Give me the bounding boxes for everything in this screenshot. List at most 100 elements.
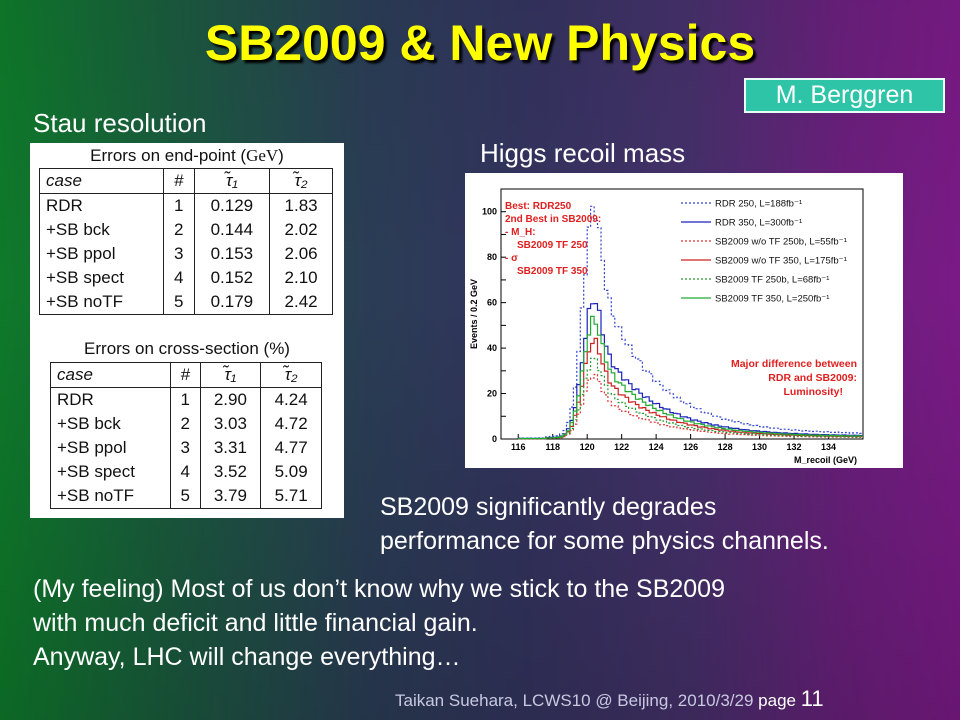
y-tick-label: 20 [487,389,497,399]
opinion-line-1: (My feeling) Most of us don’t know why w… [33,575,725,603]
table-row: +SB noTF 5 3.79 5.71 [50,484,322,509]
x-tick-label: 126 [683,442,698,452]
annotation-left-2: - M_H: [505,227,536,238]
endpoint-error-table: case # τ̃₁ τ̃₂ RDR 1 0.129 1.83 +SB bck 2 0.144 2.… [39,168,333,315]
table1-caption: Errors on end-point (GeV) [90,146,284,165]
legend-label-4: SB2009 TF 250b, L=68fb⁻¹ [715,275,829,286]
legend-label-0: RDR 250, L=188fb⁻¹ [715,199,802,210]
annotation-left-1: 2nd Best in SB2009: [505,214,601,225]
table1-header-1: # [162,168,195,194]
opinion-line-2: with much deficit and little financial g… [33,609,478,637]
table1-cell: +SB spect [39,266,164,290]
author-badge: M. Berggren [744,78,945,113]
table2-header-2: τ̃₁ [199,362,262,388]
legend-label-3: SB2009 w/o TF 350, L=175fb⁻¹ [715,256,847,267]
x-tick-label: 122 [614,442,629,452]
x-tick-label: 134 [821,442,836,452]
y-tick-label: 100 [482,207,497,217]
table1-cell: 0.129 [193,193,271,218]
x-axis-label: M_recoil (GeV) [794,455,857,465]
annotation-left-3: SB2009 TF 250 [517,240,588,251]
table2-cell: 5 [169,484,201,509]
table-row: +SB ppol 3 3.31 4.77 [50,436,322,460]
table2-cell: +SB noTF [50,484,171,509]
table1-cell: 3 [162,242,195,266]
table2-cell: +SB spect [50,460,171,484]
table1-cell: 1.83 [269,193,333,218]
series-line-5 [518,315,863,440]
table-row: RDR 1 2.90 4.24 [50,387,322,412]
table-row: +SB bck 2 3.03 4.72 [50,412,322,436]
table2-cell: RDR [50,387,171,412]
table2-cell: 4.77 [260,436,322,460]
table1-cell: +SB ppol [39,242,164,266]
stau-resolution-label: Stau resolution [33,108,207,138]
page-number: 11 [800,686,824,711]
y-tick-label: 60 [487,298,497,308]
table1-cell: +SB bck [39,218,164,242]
page-label: page [758,691,796,710]
table1-cell: 0.152 [193,266,271,290]
table1-cell: 0.179 [193,290,271,315]
table-row: RDR 1 0.129 1.83 [39,193,333,218]
legend-label-2: SB2009 w/o TF 250b, L=55fb⁻¹ [715,237,847,248]
legend-label-1: RDR 350, L=300fb⁻¹ [715,218,802,229]
series-line-4 [518,357,863,440]
x-tick-label: 118 [545,442,560,452]
series-line-2 [518,373,863,440]
table-row: +SB noTF 5 0.179 2.42 [39,290,333,315]
table2-cell: +SB ppol [50,436,171,460]
table2-cell: 4 [169,460,201,484]
annotation-right-0: Major difference between [731,358,857,370]
conclusion-text: SB2009 significantly degrades performanc… [380,490,829,558]
table1-cell: 2 [162,218,195,242]
table1-cell: 4 [162,266,195,290]
annotation-left-5: SB2009 TF 350 [517,266,588,277]
table-row: +SB spect 4 0.152 2.10 [39,266,333,290]
table2-cell: 3.31 [199,436,262,460]
table2-header-3: τ̃₂ [260,362,322,388]
table2-cell: 5.71 [260,484,322,509]
y-axis-label: Events / 0.2 GeV [469,279,479,349]
table1-cell: 2.06 [269,242,333,266]
table2-cell: 3.03 [199,412,262,436]
annotation-left-4: - σ [505,253,518,264]
table1-header-2: τ̃₁ [193,168,271,194]
table2-header-1: # [169,362,201,388]
y-tick-label: 0 [492,434,497,444]
table2-cell: 1 [169,387,201,412]
annotation-right-2: Luminosity! [784,386,844,398]
conclusion-line-1: SB2009 significantly degrades [380,493,717,521]
footer-credit: Taikan Suehara, LCWS10 @ Beijing, 2010/3… [395,691,754,710]
table2-cell: 4.24 [260,387,322,412]
annotation-left-0: Best: RDR250 [505,201,572,212]
slide-title: SB2009 & New Physics [204,15,756,71]
table1-cell: 5 [162,290,195,315]
x-tick-label: 120 [580,442,595,452]
table1-header-0: case [39,168,164,194]
table2-cell: 3 [169,436,201,460]
table2-header-0: case [50,362,171,388]
table1-cell: 0.153 [193,242,271,266]
y-tick-label: 80 [487,252,497,262]
higgs-recoil-label: Higgs recoil mass [480,138,686,168]
series-line-3 [518,337,863,440]
table-row: +SB bck 2 0.144 2.02 [39,218,333,242]
table1-cell: 0.144 [193,218,271,242]
series-line-0 [518,205,863,439]
table1-cell: 1 [162,193,195,218]
table1-cell: 2.42 [269,290,333,315]
x-tick-label: 124 [649,442,664,452]
table2-cell: 3.52 [199,460,262,484]
x-tick-label: 116 [511,442,526,452]
table-row: +SB ppol 3 0.153 2.06 [39,242,333,266]
table1-cell: 2.02 [269,218,333,242]
table2-cell: 2 [169,412,201,436]
cross-section-error-table: case # τ̃₁ τ̃₂ RDR 1 2.90 4.24 +SB bck 2 3.03 4.72… [50,362,322,509]
table2-cell: 3.79 [199,484,262,509]
table-row: +SB spect 4 3.52 5.09 [50,460,322,484]
conclusion-line-2: performance for some physics channels. [380,527,829,555]
footer: Taikan Suehara, LCWS10 @ Beijing, 2010/3… [395,686,824,712]
table1-cell: 2.10 [269,266,333,290]
